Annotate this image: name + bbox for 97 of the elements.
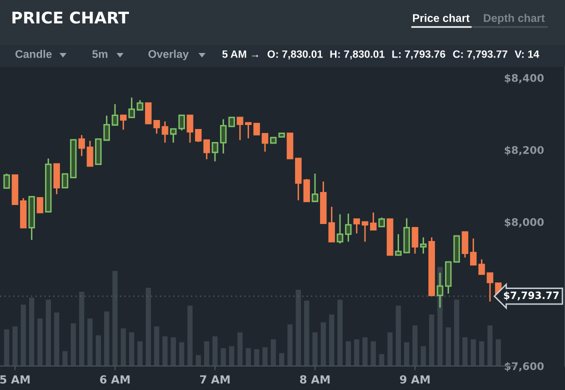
x-tick-label: 7 AM [200,375,230,384]
text: V: 14 [514,50,540,58]
bar [396,306,401,366]
bar [29,298,34,366]
bar [12,326,18,366]
bar [479,341,484,366]
bar [46,300,51,366]
bar [262,347,268,366]
bar [154,326,160,366]
bar [229,346,234,366]
bar [454,300,460,366]
bar [487,325,493,366]
bar [87,318,93,366]
bar [337,300,343,366]
bar [179,342,184,366]
text: Price chart [413,14,470,22]
x-tick-label: 6 AM [100,375,130,384]
bar [62,351,68,366]
y-tick-label: $8,200 [504,146,544,156]
bar [379,354,384,366]
bar [279,353,284,366]
bar [120,328,126,366]
y-tick-label: $7,600 [504,362,544,372]
candlestick [312,172,318,202]
text: C: 7,793.77 [453,50,508,60]
ref-line-label: $7,793.77 [504,291,559,300]
bar [129,332,134,366]
candlestick [328,206,335,242]
bar [496,339,501,366]
bar [320,322,326,366]
bar [412,325,418,366]
bar [246,348,251,366]
bar [4,329,10,366]
bar [137,341,143,366]
bar [446,327,451,366]
bar [254,349,260,366]
bar [54,312,60,366]
text: H: 7,830.01 [330,50,384,60]
text: Overlay [148,50,189,60]
bar [170,337,176,366]
candlestick [120,114,127,130]
candlestick [53,163,60,195]
candlestick [228,116,235,128]
bar [312,332,318,366]
bar [20,304,26,366]
text: O: 7,830.01 [268,50,323,60]
text: L: 7,793.76 [392,50,446,60]
candlestick [170,128,177,144]
text: 5m [92,50,108,58]
candlestick [412,226,418,254]
bar [387,332,393,366]
bar [79,292,84,366]
bar [270,339,276,366]
bar [204,341,210,366]
candlestick [395,233,402,256]
bar [304,300,310,366]
bar [96,335,101,366]
y-tick-label: $8,400 [504,74,544,84]
bar [112,270,118,366]
bar [462,337,468,366]
bar [237,332,243,366]
x-tick-label: 9 AM [400,375,430,384]
candlestick [378,216,385,228]
candlestick [178,114,185,132]
bar [370,341,376,366]
bar [146,288,151,366]
bar [346,341,351,366]
bar [429,314,434,366]
bar [37,318,43,366]
text: Depth chart [484,14,545,24]
bar [104,312,110,366]
bar [296,290,301,366]
candlestick [145,102,152,124]
candlestick [203,139,210,160]
bar [70,323,76,366]
x-tick-label: 8 AM [300,375,330,384]
bar [329,314,334,366]
x-tick-label: 5 AM [0,375,30,384]
candlestick [303,178,310,202]
bar [354,339,360,366]
bar [404,342,410,366]
text: 5 AM → [222,50,258,58]
bar [187,306,193,366]
bar [362,337,368,366]
bar [470,339,476,366]
candlestick [36,197,44,214]
chart-title: PRICE CHART [12,12,129,24]
bar [220,348,226,366]
bar [196,355,201,366]
bar [162,336,168,366]
candlestick [3,172,10,189]
bar [420,346,426,366]
bar [212,336,218,366]
candlestick [420,236,427,254]
y-tick-label: $8,000 [504,218,544,228]
bar [287,324,293,366]
text: Candle [15,50,52,58]
